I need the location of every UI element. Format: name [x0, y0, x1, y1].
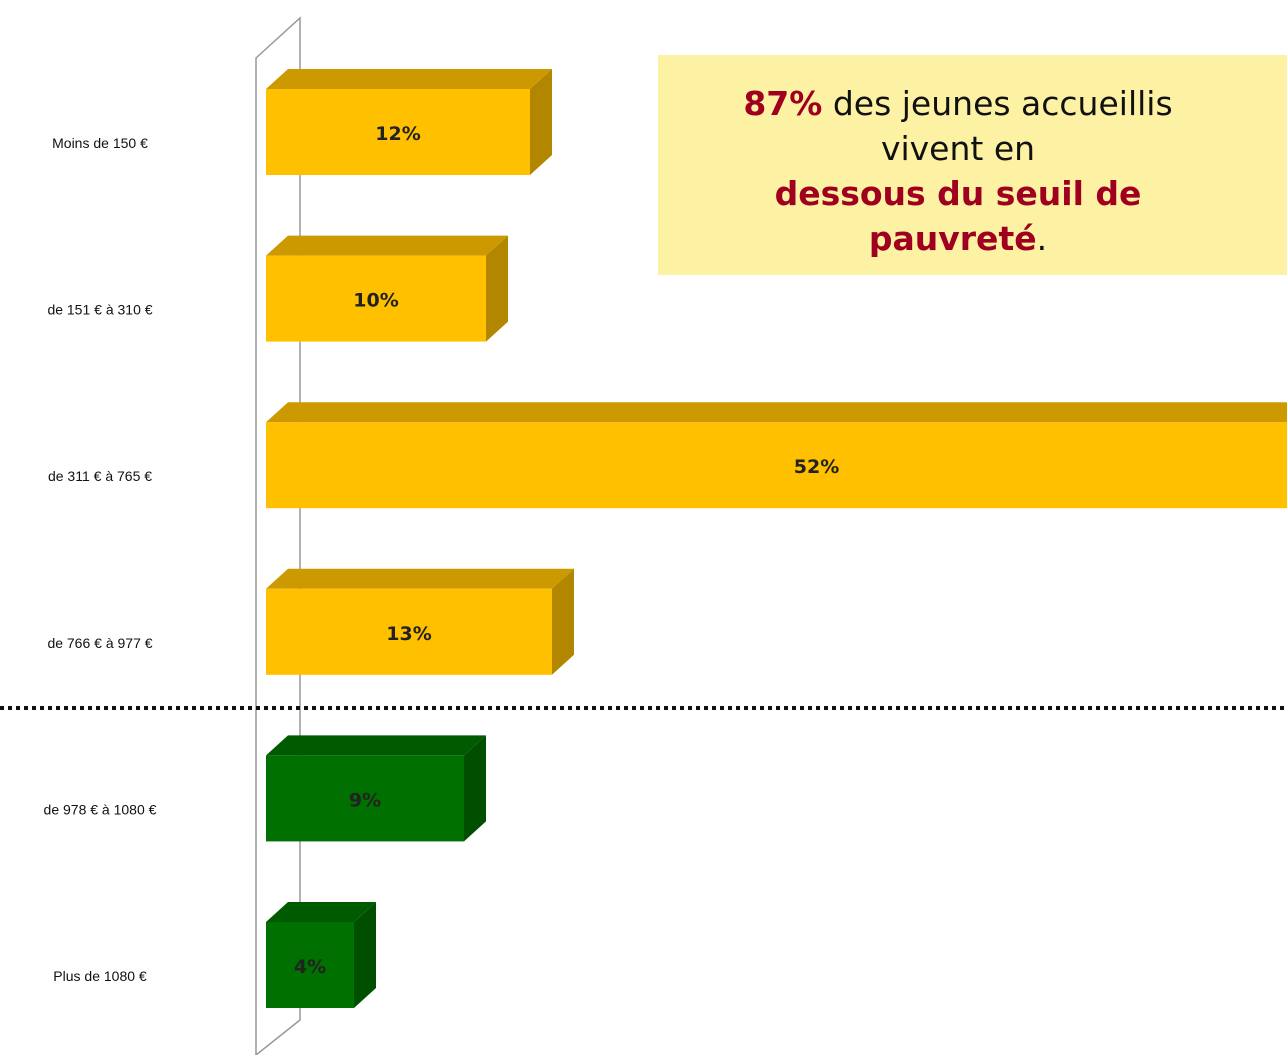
bar — [266, 89, 530, 175]
annotation-segment: . — [1037, 219, 1048, 258]
bar-side — [354, 902, 376, 1008]
annotation-segment: 87% — [743, 84, 822, 123]
annotation-segment: vivent en — [881, 129, 1035, 168]
value-label: 13% — [386, 623, 431, 645]
annotation-line: vivent en — [881, 129, 1035, 168]
category-label: Moins de 150 € — [52, 135, 148, 151]
value-label: 52% — [794, 456, 839, 478]
category-label: Plus de 1080 € — [53, 968, 147, 984]
annotation-line: pauvreté. — [869, 219, 1047, 258]
category-label: de 151 € à 310 € — [47, 302, 152, 318]
bar-top — [266, 235, 508, 256]
bar-side — [530, 69, 552, 175]
bar — [266, 255, 486, 342]
bar-top — [266, 735, 486, 756]
axis-wall — [255, 16, 301, 1055]
value-label: 9% — [349, 789, 381, 811]
bar-top — [266, 69, 552, 89]
bar — [266, 922, 354, 1008]
category-label: de 311 € à 765 € — [48, 468, 152, 484]
value-label: 4% — [294, 956, 326, 978]
bar-side — [552, 568, 574, 675]
annotation-box — [658, 55, 1287, 275]
bar-side — [486, 235, 508, 342]
annotation-line: 87% des jeunes accueillis — [743, 84, 1172, 123]
bar — [266, 422, 1287, 509]
category-label: de 766 € à 977 € — [47, 635, 152, 651]
category-label: de 978 € à 1080 € — [44, 801, 157, 817]
bar — [266, 588, 552, 675]
annotation-segment: des jeunes accueillis — [822, 84, 1172, 123]
bar — [266, 755, 464, 842]
bar-top — [266, 902, 376, 922]
annotation-segment: dessous du seuil de — [775, 174, 1142, 213]
annotation-line: dessous du seuil de — [775, 174, 1142, 213]
value-label: 10% — [353, 290, 398, 312]
value-label: 12% — [375, 123, 420, 145]
bar-top — [266, 402, 1287, 423]
annotation-segment: pauvreté — [869, 219, 1037, 258]
bar-top — [266, 568, 574, 589]
bar-side — [464, 735, 486, 842]
